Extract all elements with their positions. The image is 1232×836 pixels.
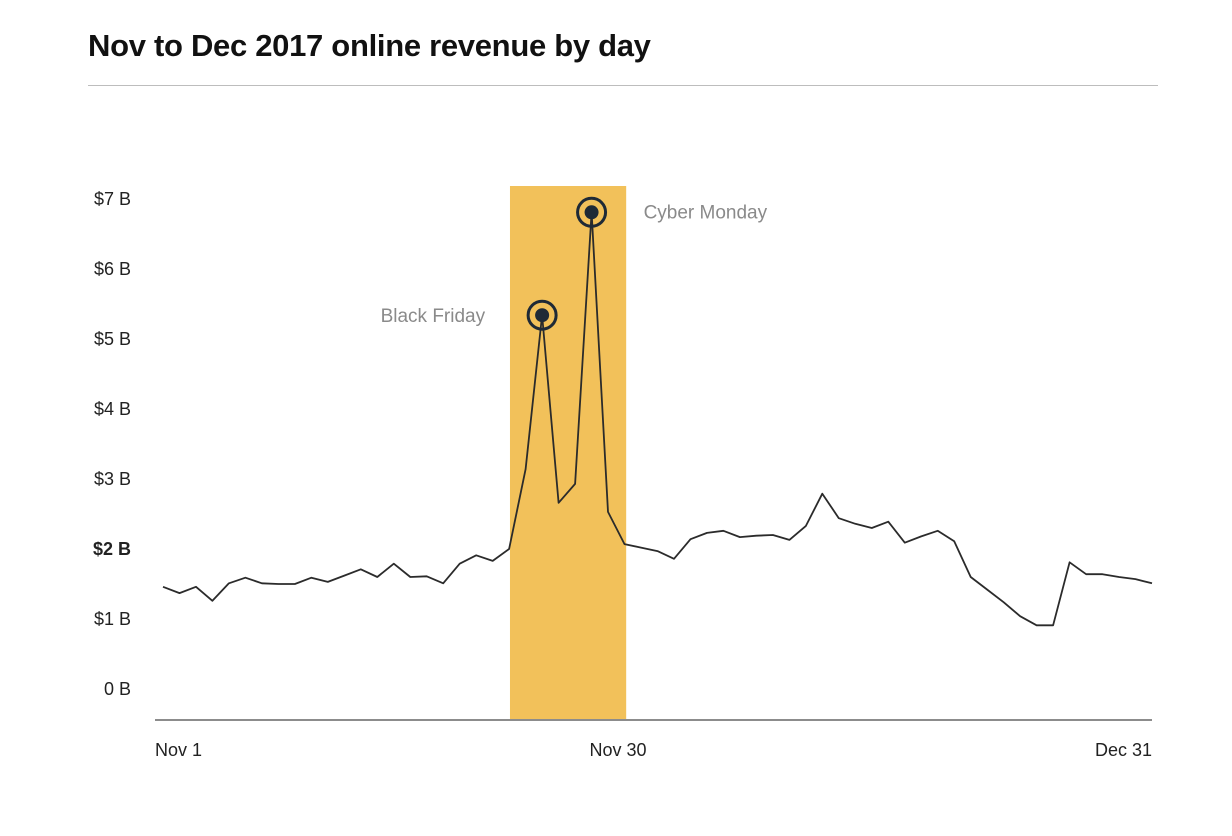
y-tick-label: $5 B bbox=[94, 329, 131, 349]
annotation-marker-ring bbox=[526, 299, 558, 331]
title-divider bbox=[88, 85, 1158, 86]
annotation-label: Cyber Monday bbox=[644, 202, 768, 223]
highlight-band bbox=[509, 186, 627, 720]
y-tick-label: $1 B bbox=[94, 609, 131, 629]
revenue-line bbox=[162, 211, 1153, 627]
annotation-marker-ring bbox=[576, 196, 608, 228]
annotation-marker-dot bbox=[584, 205, 599, 220]
y-tick-label: $4 B bbox=[94, 399, 131, 419]
x-tick-label: Nov 30 bbox=[589, 740, 646, 760]
annotation-marker-dot bbox=[535, 308, 550, 323]
y-tick-label: 0 B bbox=[104, 679, 131, 699]
x-tick-label: Nov 1 bbox=[155, 740, 202, 760]
y-tick-label: $7 B bbox=[94, 189, 131, 209]
chart-title: Nov to Dec 2017 online revenue by day bbox=[88, 28, 651, 63]
y-tick-label: $2 B bbox=[93, 539, 131, 559]
annotation-label: Black Friday bbox=[381, 306, 486, 327]
y-tick-label: $3 B bbox=[94, 469, 131, 489]
x-tick-label: Dec 31 bbox=[1095, 740, 1152, 760]
y-tick-label: $6 B bbox=[94, 259, 131, 279]
